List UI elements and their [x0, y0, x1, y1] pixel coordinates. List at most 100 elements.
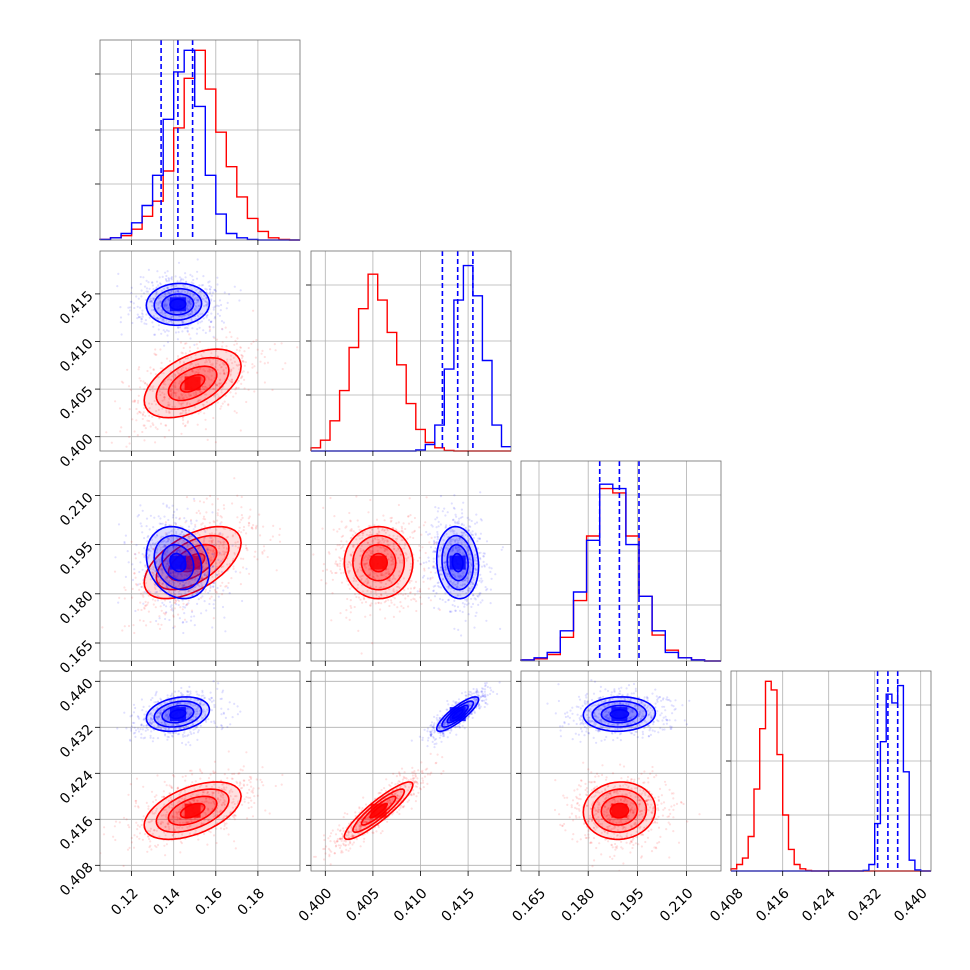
scatter-point [243, 350, 246, 353]
scatter-point [230, 368, 233, 371]
scatter-point [455, 547, 458, 550]
scatter-point [215, 349, 218, 352]
scatter-point [178, 517, 182, 520]
scatter-point [237, 800, 240, 803]
scatter-point [165, 541, 168, 544]
scatter-point [190, 609, 194, 612]
scatter-point [400, 527, 404, 530]
scatter-point [145, 525, 148, 528]
scatter-point [409, 569, 412, 572]
scatter-point [215, 384, 218, 387]
scatter-point [195, 569, 198, 572]
scatter-point [399, 601, 402, 604]
scatter-point [176, 549, 179, 552]
scatter-point [129, 388, 132, 391]
scatter-point [133, 552, 136, 556]
scatter-point [170, 278, 173, 281]
panel-0-3 [99, 670, 301, 872]
scatter-point [207, 281, 210, 284]
scatter-point [456, 583, 459, 586]
scatter-point [248, 515, 251, 518]
scatter-point [166, 576, 169, 579]
scatter-point [176, 528, 180, 531]
scatter-point [189, 744, 192, 747]
scatter-point [365, 533, 369, 536]
scatter-point [409, 587, 413, 590]
scatter-point [174, 290, 178, 293]
scatter-point [332, 528, 335, 531]
scatter-point [280, 783, 283, 786]
scatter-point [188, 825, 191, 828]
scatter-point [220, 405, 223, 408]
scatter-point [169, 541, 173, 544]
scatter-point [165, 723, 168, 726]
scatter-point [215, 567, 218, 571]
scatter-point [437, 507, 440, 510]
scatter-point [177, 810, 180, 813]
scatter-point [250, 799, 253, 802]
scatter-point [185, 553, 188, 556]
scatter-point [197, 291, 200, 295]
scatter-point [392, 542, 395, 545]
scatter-point [255, 526, 258, 529]
scatter-point [171, 815, 174, 818]
scatter-point [397, 503, 400, 507]
scatter-point [154, 536, 157, 539]
scatter-point [350, 606, 353, 610]
scatter-point [377, 601, 380, 604]
scatter-point [430, 536, 433, 540]
scatter-point [251, 815, 255, 818]
scatter-point [399, 553, 402, 556]
scatter-point [160, 309, 163, 312]
scatter-point [155, 317, 159, 320]
scatter-point [157, 716, 161, 719]
scatter-point [403, 589, 406, 592]
scatter-point [450, 540, 453, 543]
scatter-point [145, 624, 148, 627]
scatter-point [146, 570, 149, 573]
scatter-point [153, 399, 156, 403]
scatter-point [186, 552, 190, 556]
scatter-point [349, 519, 352, 522]
scatter-point [266, 555, 269, 559]
scatter-point [178, 617, 181, 620]
scatter-point [206, 548, 209, 551]
scatter-point [155, 551, 158, 554]
scatter-point [218, 532, 221, 535]
scatter-point [466, 577, 469, 580]
scatter-point [162, 545, 165, 548]
scatter-point [176, 598, 179, 601]
scatter-point [171, 405, 174, 408]
scatter-point [205, 387, 208, 390]
scatter-point [239, 782, 242, 785]
scatter-point [223, 540, 226, 544]
scatter-point [146, 850, 149, 853]
scatter-point [180, 402, 184, 405]
scatter-point [188, 685, 191, 689]
scatter-point [174, 394, 177, 397]
scatter-point [422, 524, 425, 527]
scatter-point [186, 707, 189, 710]
scatter-point [197, 544, 200, 547]
scatter-point [450, 538, 453, 541]
scatter-point [170, 315, 173, 318]
scatter-point [176, 289, 179, 292]
scatter-point [190, 522, 193, 525]
scatter-point [171, 571, 175, 574]
scatter-point [215, 809, 218, 812]
scatter-point [132, 732, 135, 735]
scatter-point [194, 305, 197, 308]
scatter-point [198, 284, 201, 287]
scatter-point [246, 371, 249, 374]
scatter-point [187, 535, 190, 539]
scatter-point [188, 301, 191, 304]
scatter-point [157, 408, 160, 411]
scatter-point [261, 551, 264, 554]
scatter-point [137, 717, 141, 720]
scatter-point [185, 326, 188, 329]
scatter-point [117, 523, 121, 526]
scatter-point [152, 325, 155, 328]
scatter-point [357, 629, 360, 633]
scatter-point [453, 583, 456, 586]
scatter-point [362, 549, 365, 552]
